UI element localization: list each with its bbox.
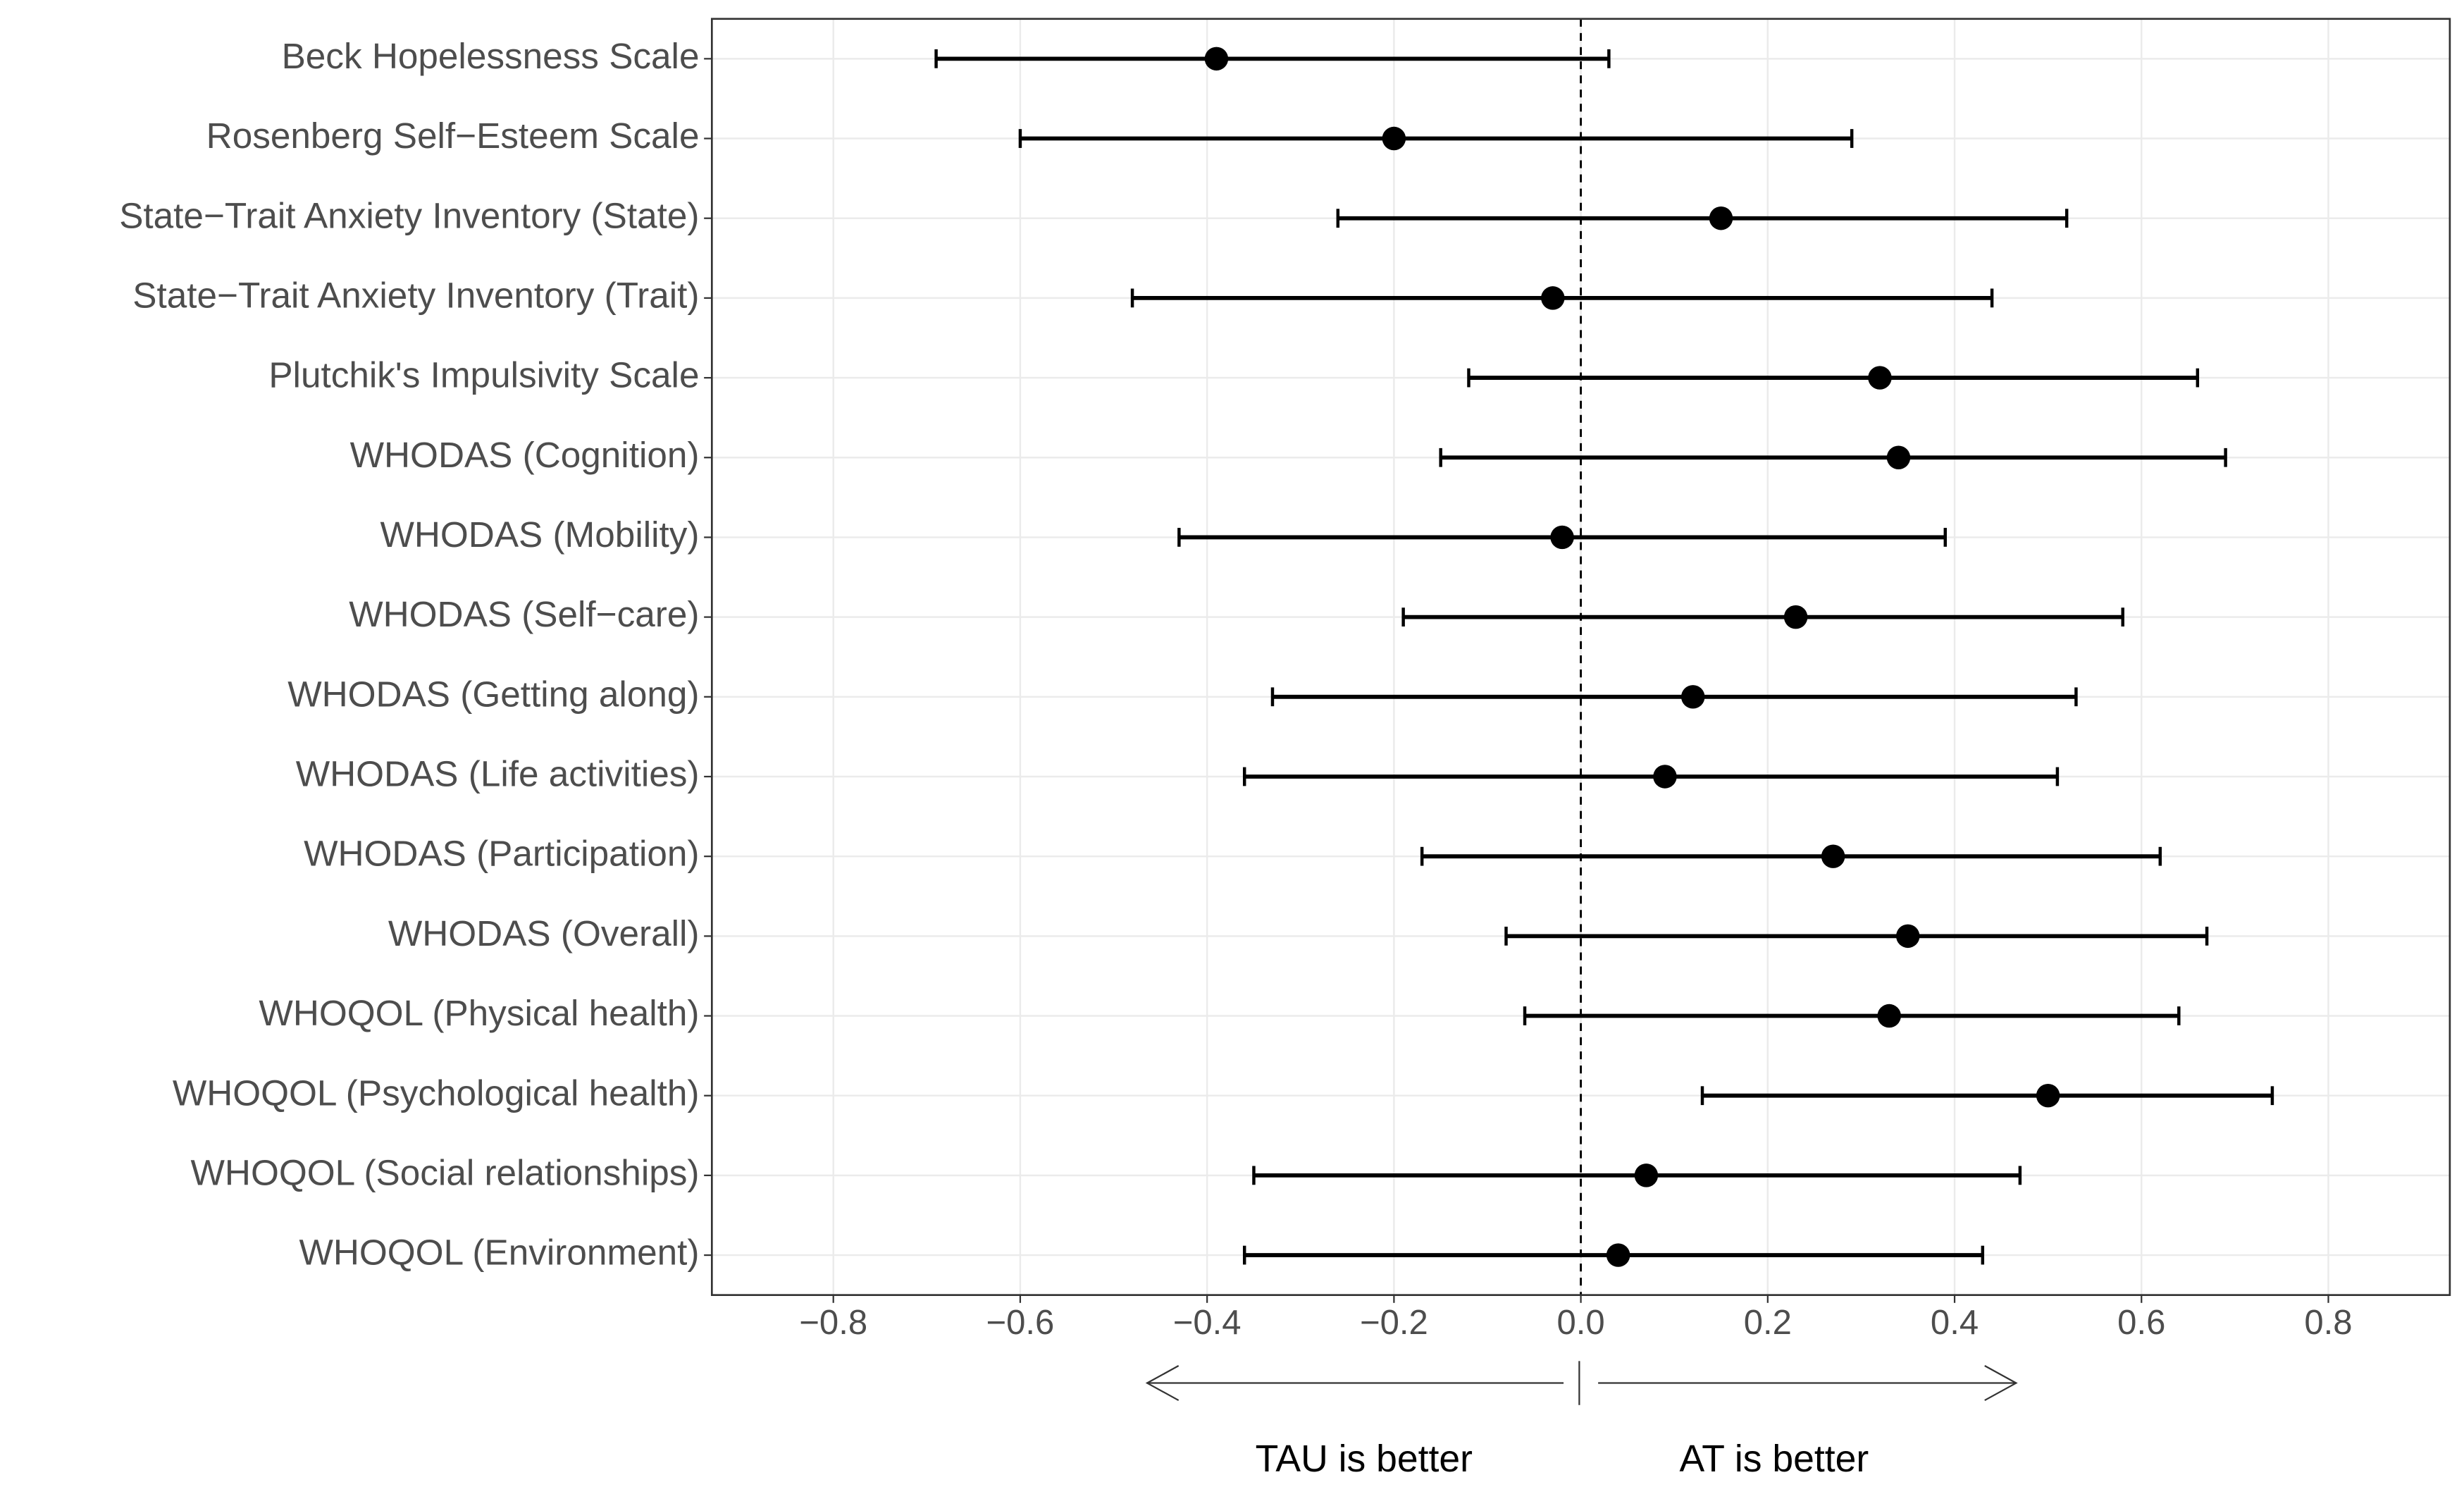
y-tick-label: WHOQOL (Social relationships) <box>191 1152 700 1192</box>
point <box>1877 1004 1901 1028</box>
x-tick-label: 0.8 <box>2304 1304 2352 1342</box>
y-tick-label: WHODAS (Mobility) <box>380 514 699 555</box>
y-tick-label: WHODAS (Life activities) <box>296 754 700 794</box>
x-tick-label: −0.6 <box>986 1304 1055 1342</box>
x-tick-label: 0.0 <box>1557 1304 1605 1342</box>
point <box>1382 126 1406 151</box>
y-tick-label: Rosenberg Self−Esteem Scale <box>206 116 700 156</box>
point <box>1821 844 1845 868</box>
y-tick-label: WHOQOL (Physical health) <box>259 993 699 1033</box>
direction-arrows <box>1145 1361 2018 1405</box>
annotation: AT is better <box>1680 1438 1869 1480</box>
y-tick-label: WHODAS (Cognition) <box>350 435 700 475</box>
y-tick-label: WHODAS (Participation) <box>304 834 699 874</box>
y-tick-label: Beck Hopelessness Scale <box>282 36 700 76</box>
point <box>1896 924 1920 949</box>
point <box>1886 445 1911 469</box>
y-tick-label: State−Trait Anxiety Inventory (State) <box>119 195 699 235</box>
point <box>1868 366 1892 390</box>
x-tick-label: 0.6 <box>2117 1304 2165 1342</box>
y-tick-label: WHOQOL (Environment) <box>299 1233 699 1273</box>
point <box>1541 286 1565 310</box>
point <box>2036 1083 2060 1108</box>
x-tick-label: 0.4 <box>1931 1304 1979 1342</box>
point <box>1634 1163 1659 1187</box>
y-tick-label: WHODAS (Self−care) <box>349 594 699 634</box>
point <box>1783 605 1808 629</box>
annotation: TAU is better <box>1256 1438 1473 1480</box>
y-tick-label: WHOQOL (Psychological health) <box>173 1073 700 1113</box>
arrow-right-head <box>1984 1365 2018 1402</box>
point <box>1681 685 1705 709</box>
y-tick-label: Plutchik's Impulsivity Scale <box>268 355 699 395</box>
point <box>1653 765 1677 789</box>
arrow-left-head <box>1145 1365 1180 1402</box>
point <box>1709 206 1733 230</box>
point <box>1606 1243 1630 1267</box>
y-tick-label: WHODAS (Overall) <box>388 913 700 953</box>
x-tick-label: −0.4 <box>1173 1304 1242 1342</box>
y-tick-label: WHODAS (Getting along) <box>287 674 699 714</box>
x-tick-label: −0.8 <box>799 1304 867 1342</box>
point <box>1550 525 1574 550</box>
point <box>1204 47 1229 71</box>
x-tick-label: 0.2 <box>1744 1304 1792 1342</box>
x-tick-label: −0.2 <box>1360 1304 1428 1342</box>
y-tick-label: State−Trait Anxiety Inventory (Trait) <box>132 275 699 315</box>
marks <box>934 18 2274 1295</box>
